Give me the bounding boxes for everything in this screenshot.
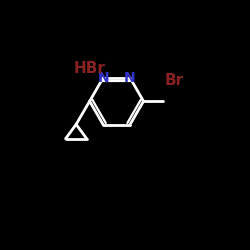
Text: N: N: [124, 71, 136, 85]
Text: N: N: [97, 71, 109, 85]
Text: Br: Br: [165, 72, 184, 88]
Text: HBr: HBr: [74, 61, 106, 76]
